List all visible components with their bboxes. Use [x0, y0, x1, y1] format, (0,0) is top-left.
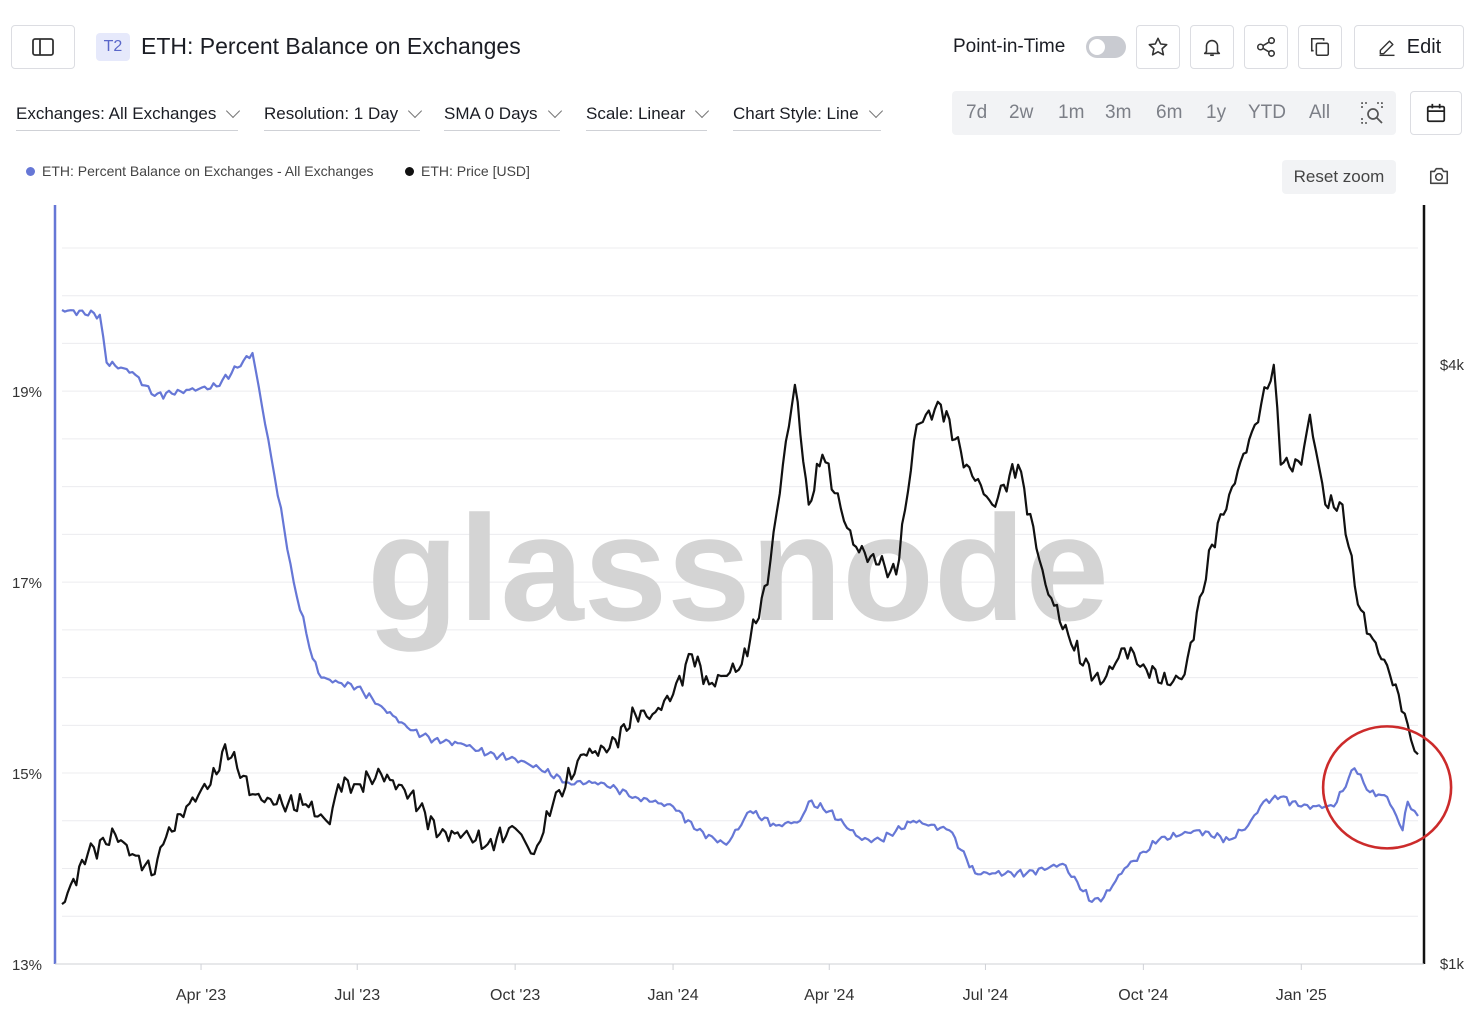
scale-filter[interactable]: Scale: Linear — [586, 103, 710, 131]
sidebar-icon — [32, 38, 54, 56]
page-title: ETH: Percent Balance on Exchanges — [141, 33, 521, 59]
chart-style-filter[interactable]: Chart Style: Line — [733, 103, 883, 131]
point-in-time-toggle[interactable] — [1086, 36, 1126, 58]
chevron-down-icon — [547, 103, 562, 119]
range-3m[interactable]: 3m — [1105, 102, 1132, 123]
range-2w[interactable]: 2w — [1009, 102, 1034, 123]
range-ytd[interactable]: YTD — [1248, 102, 1286, 123]
range-1m[interactable]: 1m — [1058, 102, 1085, 123]
x-tick-label: Jul '23 — [334, 987, 380, 1004]
series-line-balance — [61, 309, 1419, 903]
series-line-price — [61, 363, 1419, 905]
chevron-down-icon — [408, 103, 423, 119]
zoom-select-icon — [1361, 102, 1383, 124]
left-tick-label: 19% — [12, 384, 42, 401]
chart-area[interactable]: glassnode 13% 15% 17% 19% $1k $4k Apr '23 Jul … — [0, 195, 1472, 1020]
chevron-down-icon — [868, 103, 883, 119]
toggle-knob — [1089, 39, 1105, 55]
camera-icon — [1429, 167, 1449, 185]
favorite-button[interactable] — [1136, 25, 1180, 69]
alert-button[interactable] — [1190, 25, 1234, 69]
left-tick-label: 15% — [12, 766, 42, 783]
edit-label: Edit — [1406, 35, 1442, 58]
range-selector — [952, 91, 1396, 135]
legend-dot — [405, 166, 414, 176]
edit-button[interactable]: Edit — [1354, 25, 1464, 69]
share-icon — [1256, 37, 1276, 57]
left-tick-label: 17% — [12, 575, 42, 592]
grid — [62, 247, 1418, 917]
range-all[interactable]: All — [1309, 102, 1331, 123]
x-tick-label: Jan '25 — [1276, 987, 1327, 1004]
screenshot-button[interactable] — [1428, 165, 1450, 187]
copy-icon — [1310, 37, 1330, 57]
filter-label: SMA 0 Days — [444, 104, 538, 123]
legend-item-price[interactable]: ETH: Price [USD] — [405, 163, 530, 179]
range-6m[interactable]: 6m — [1156, 102, 1183, 123]
legend-dot — [26, 166, 35, 176]
duplicate-button[interactable] — [1298, 25, 1342, 69]
x-tick-label: Oct '23 — [490, 987, 540, 1004]
legend-label: ETH: Percent Balance on Exchanges - All … — [42, 163, 374, 179]
x-tick-label: Jul '24 — [963, 987, 1009, 1004]
share-button[interactable] — [1244, 25, 1288, 69]
filter-label: Exchanges: All Exchanges — [16, 104, 217, 123]
resolution-filter[interactable]: Resolution: 1 Day — [264, 103, 423, 131]
x-tick-label: Jan '24 — [648, 987, 699, 1004]
filter-label: Scale: Linear — [586, 104, 686, 123]
pencil-icon — [1379, 40, 1395, 57]
x-tick-label: Apr '23 — [176, 987, 226, 1004]
range-7d[interactable]: 7d — [966, 102, 988, 123]
legend-label: ETH: Price [USD] — [421, 163, 530, 179]
exchanges-filter[interactable]: Exchanges: All Exchanges — [16, 103, 241, 131]
range-1y[interactable]: 1y — [1206, 102, 1227, 123]
highlight-circle — [1321, 725, 1453, 850]
star-icon — [1148, 37, 1168, 56]
bell-icon — [1203, 39, 1221, 57]
chevron-down-icon — [695, 103, 710, 119]
template-badge: T2 — [96, 33, 130, 61]
calendar-icon — [1426, 103, 1446, 123]
chevron-down-icon — [226, 103, 241, 119]
filter-label: Resolution: 1 Day — [264, 104, 399, 123]
reset-zoom-button[interactable]: Reset zoom — [1282, 160, 1396, 194]
legend-item-balance[interactable]: ETH: Percent Balance on Exchanges - All … — [26, 163, 374, 179]
point-in-time-label: Point-in-Time — [953, 36, 1066, 57]
left-tick-label: 13% — [12, 957, 42, 974]
sidebar-toggle-button[interactable] — [11, 25, 75, 69]
sma-filter[interactable]: SMA 0 Days — [444, 103, 562, 131]
right-tick-label: $4k — [1440, 357, 1465, 374]
watermark: glassnode — [367, 484, 1109, 652]
x-tick-label: Apr '24 — [804, 987, 854, 1004]
right-tick-label: $1k — [1440, 956, 1465, 973]
date-range-button[interactable] — [1410, 91, 1462, 135]
filter-label: Chart Style: Line — [733, 104, 859, 123]
zoom-select-button[interactable] — [1360, 101, 1384, 125]
x-tick-label: Oct '24 — [1118, 987, 1168, 1004]
